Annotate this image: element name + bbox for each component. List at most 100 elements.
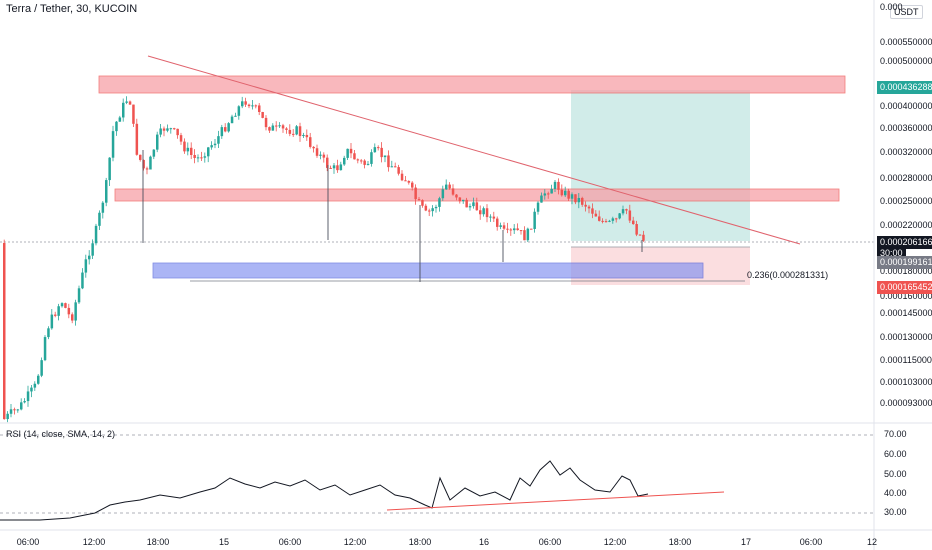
candle-body xyxy=(407,181,411,183)
candle-body xyxy=(332,165,336,169)
price-label: 0.000130000 xyxy=(880,332,932,342)
candle-body xyxy=(132,104,135,124)
price-label: 0.000180000 xyxy=(880,266,932,276)
candle-body xyxy=(278,125,281,127)
currency-label[interactable]: USDT xyxy=(890,5,923,19)
long-position-target-zone[interactable] xyxy=(571,90,750,241)
candle-body xyxy=(492,216,496,219)
candle-body xyxy=(356,159,360,161)
candle-body xyxy=(200,157,203,159)
candle-body xyxy=(496,218,499,227)
candle-body xyxy=(604,221,608,223)
candle-body xyxy=(611,218,615,221)
rsi-axis-label: 30.00 xyxy=(884,507,907,517)
candle-body xyxy=(230,116,234,124)
candle-body xyxy=(20,402,23,410)
candle-body xyxy=(227,123,230,132)
candle-body xyxy=(581,197,584,205)
candle-body xyxy=(468,206,472,208)
candle-body xyxy=(601,220,604,222)
candle-body xyxy=(373,147,377,153)
candle-body xyxy=(125,101,128,103)
time-label: 15 xyxy=(218,537,230,547)
candle-body xyxy=(101,202,105,213)
time-label: 06:00 xyxy=(799,537,823,547)
candle-body xyxy=(244,101,247,105)
candle-body xyxy=(591,208,594,214)
candle-body xyxy=(251,105,254,107)
price-label: 0.000093000 xyxy=(880,398,932,408)
price-label: 0.000360000 xyxy=(880,123,932,133)
candle-body xyxy=(261,112,264,118)
price-label: 0.000400000 xyxy=(880,101,932,111)
price-tag-target: 0.000436288 xyxy=(877,81,932,94)
candle-body xyxy=(302,134,305,137)
candle-body xyxy=(298,126,302,137)
candle-body xyxy=(139,154,142,160)
candle-body xyxy=(553,181,557,189)
candle-body xyxy=(292,133,295,135)
candle-body xyxy=(455,194,458,198)
candle-body xyxy=(13,409,16,411)
candle-body xyxy=(60,303,64,307)
candle-body xyxy=(312,146,315,149)
rsi-indicator-title[interactable]: RSI (14, close, SMA, 14, 2) xyxy=(6,429,116,439)
candle-body xyxy=(451,188,455,195)
candle-body xyxy=(16,409,20,411)
descending-trendline[interactable] xyxy=(147,55,801,245)
price-label: 0.000103000 xyxy=(880,377,932,387)
candle-body xyxy=(458,197,462,202)
candle-body xyxy=(485,208,489,218)
candle-body xyxy=(417,199,421,201)
candle-body xyxy=(322,154,326,158)
candle-body xyxy=(462,199,465,202)
support-zone-blue[interactable] xyxy=(152,262,704,279)
candle-body xyxy=(404,180,407,182)
candle-body xyxy=(339,164,343,171)
candle-body xyxy=(74,302,77,321)
candle-body xyxy=(346,148,349,158)
candle-body xyxy=(47,328,50,338)
candle-body xyxy=(349,148,353,154)
candle-body xyxy=(475,202,479,211)
candle-body xyxy=(203,156,207,158)
candle-body xyxy=(315,148,319,156)
candle-body xyxy=(594,213,598,217)
candle-body xyxy=(424,205,428,211)
candle-body xyxy=(6,413,9,420)
candle-body xyxy=(574,194,577,203)
candle-body xyxy=(479,210,482,215)
resistance-zone-top[interactable] xyxy=(98,75,846,94)
price-label: 0.000550000 xyxy=(880,37,932,47)
candle-body xyxy=(111,131,115,158)
candle-body xyxy=(84,259,88,273)
candle-body xyxy=(254,105,258,107)
candle-body xyxy=(343,157,346,165)
candle-body xyxy=(523,230,526,241)
candle-body xyxy=(540,195,543,203)
candle-body xyxy=(81,272,84,289)
candle-body xyxy=(156,134,159,150)
candlestick-series xyxy=(3,96,645,423)
candle-body xyxy=(217,136,220,144)
candle-body xyxy=(465,199,468,208)
candle-body xyxy=(285,128,288,130)
candle-body xyxy=(587,206,591,209)
price-label: 0.000250000 xyxy=(880,196,932,206)
candle-body xyxy=(220,127,224,137)
candle-body xyxy=(387,155,390,168)
candle-body xyxy=(43,337,47,361)
symbol-title[interactable]: Terra / Tether, 30, KUCOIN xyxy=(6,3,138,15)
candle-body xyxy=(366,163,370,165)
candle-body xyxy=(414,187,417,200)
candle-body xyxy=(186,147,190,152)
candle-body xyxy=(57,306,60,316)
candle-body xyxy=(513,228,516,231)
candle-body xyxy=(152,149,156,157)
time-label: 12:00 xyxy=(82,537,106,547)
candle-body xyxy=(207,147,210,157)
candle-body xyxy=(502,225,506,229)
rsi-trendline[interactable] xyxy=(386,491,725,511)
candle-body xyxy=(275,125,278,127)
